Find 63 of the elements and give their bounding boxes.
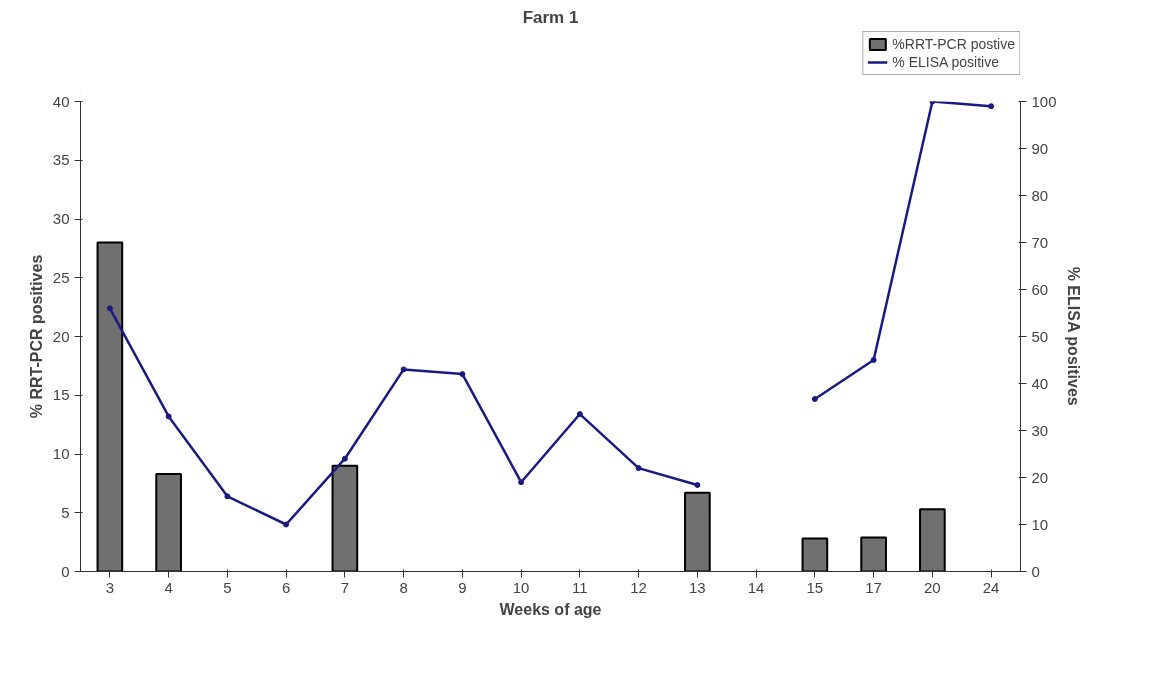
x-tick-label: 6 bbox=[281, 578, 291, 596]
y2-tick-label: 70 bbox=[1031, 233, 1049, 251]
x-tick-label: 3 bbox=[105, 578, 115, 596]
y-tick-label: 40 bbox=[52, 92, 70, 110]
y-tick-label: 15 bbox=[52, 386, 70, 404]
y-tick-label: 0 bbox=[61, 562, 70, 580]
bar bbox=[684, 491, 711, 572]
y-tick-label: 30 bbox=[52, 210, 70, 227]
y-tick-label: 35 bbox=[52, 151, 70, 169]
bar bbox=[801, 537, 829, 572]
point bbox=[106, 305, 113, 312]
y2-tick-label: 30 bbox=[1031, 421, 1049, 439]
y2-tick-label: 0 bbox=[1031, 562, 1040, 580]
y-tick-label: 10 bbox=[52, 445, 70, 462]
point bbox=[283, 521, 290, 528]
x-tick-label: 4 bbox=[164, 578, 173, 596]
bar bbox=[860, 536, 887, 572]
x-tick-label: 9 bbox=[458, 578, 467, 596]
y2-tick-label: 80 bbox=[1031, 186, 1049, 204]
point bbox=[988, 103, 995, 110]
y-axis-title: % RRT-PCR positives bbox=[27, 254, 45, 419]
bar bbox=[155, 472, 182, 572]
x-tick-label: 7 bbox=[340, 578, 350, 596]
y2-tick-label: 60 bbox=[1031, 280, 1049, 298]
bar bbox=[331, 464, 359, 572]
point bbox=[224, 493, 231, 500]
legend-label: % ELISA positive bbox=[892, 54, 999, 70]
x-tick-label: 17 bbox=[865, 578, 882, 596]
x-tick-label: 24 bbox=[982, 578, 1000, 596]
x-tick-label: 8 bbox=[399, 578, 408, 596]
point bbox=[165, 413, 172, 420]
y2-axis-title: % ELISA positives bbox=[1064, 266, 1082, 406]
y2-tick-label: 90 bbox=[1031, 139, 1049, 157]
x-tick-label: 10 bbox=[512, 578, 530, 596]
point bbox=[694, 482, 701, 489]
y2-tick-label: 100 bbox=[1031, 92, 1057, 110]
point bbox=[400, 366, 407, 373]
bar bbox=[96, 241, 124, 572]
x-tick-label: 5 bbox=[223, 578, 232, 596]
y2-tick-label: 50 bbox=[1031, 327, 1049, 345]
point bbox=[518, 479, 525, 486]
point bbox=[459, 371, 466, 378]
chart-title: Farm 1 bbox=[522, 7, 579, 27]
y2-tick-label: 20 bbox=[1031, 468, 1049, 486]
legend-label: %RRT-PCR postive bbox=[892, 36, 1015, 52]
bar bbox=[919, 508, 946, 572]
x-tick-label: 14 bbox=[747, 578, 765, 596]
y2-tick-label: 10 bbox=[1031, 515, 1049, 533]
x-tick-label: 13 bbox=[689, 578, 706, 596]
point bbox=[341, 455, 348, 462]
point bbox=[811, 396, 818, 403]
y-tick-label: 5 bbox=[61, 503, 70, 521]
point bbox=[635, 465, 642, 472]
y-tick-label: 20 bbox=[52, 327, 70, 345]
point bbox=[576, 411, 583, 418]
x-tick-label: 15 bbox=[806, 578, 824, 596]
x-axis-title: Weeks of age bbox=[499, 600, 602, 618]
y-tick-label: 25 bbox=[52, 268, 70, 286]
x-tick-label: 12 bbox=[630, 578, 647, 596]
y2-tick-label: 40 bbox=[1031, 374, 1049, 392]
x-tick-label: 20 bbox=[924, 578, 941, 596]
x-tick-label: 11 bbox=[572, 578, 588, 596]
point bbox=[870, 357, 877, 363]
